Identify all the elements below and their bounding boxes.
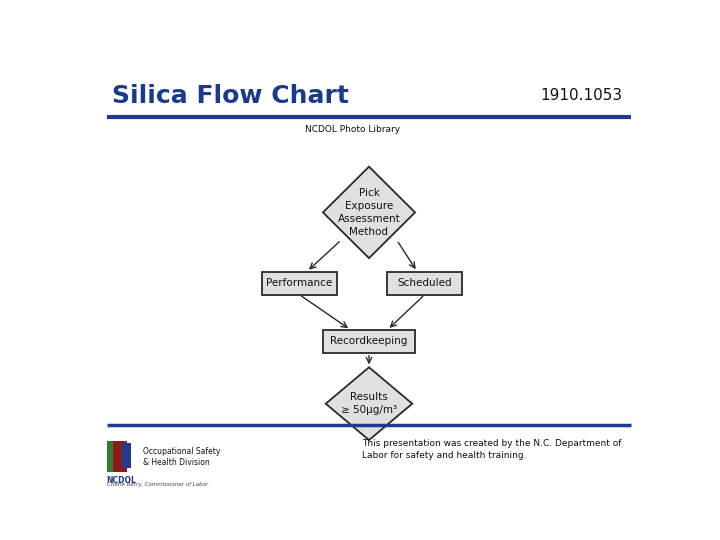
Text: This presentation was created by the N.C. Department of
Labor for safety and hea: This presentation was created by the N.C… <box>362 439 621 460</box>
Text: Recordkeeping: Recordkeeping <box>330 336 408 346</box>
Text: Performance: Performance <box>266 278 333 288</box>
Bar <box>107 441 121 472</box>
Text: NCDOL Photo Library: NCDOL Photo Library <box>305 125 400 134</box>
Bar <box>122 443 131 468</box>
Text: NCDOL: NCDOL <box>107 476 137 484</box>
Polygon shape <box>323 167 415 258</box>
Text: Pick
Exposure
Assessment
Method: Pick Exposure Assessment Method <box>338 187 400 237</box>
Text: Results
≥ 50μg/m³: Results ≥ 50μg/m³ <box>341 392 397 415</box>
Text: Silica Flow Chart: Silica Flow Chart <box>112 84 349 108</box>
Bar <box>387 272 462 294</box>
Polygon shape <box>325 367 413 440</box>
Text: Occupational Safety
& Health Division: Occupational Safety & Health Division <box>143 447 220 467</box>
Text: Cherie Berry, Commissioner of Labor: Cherie Berry, Commissioner of Labor <box>107 482 208 487</box>
Bar <box>114 441 127 472</box>
Text: 1910.1053: 1910.1053 <box>541 89 623 104</box>
Text: Scheduled: Scheduled <box>397 278 452 288</box>
Bar <box>323 330 415 353</box>
Bar <box>261 272 337 294</box>
